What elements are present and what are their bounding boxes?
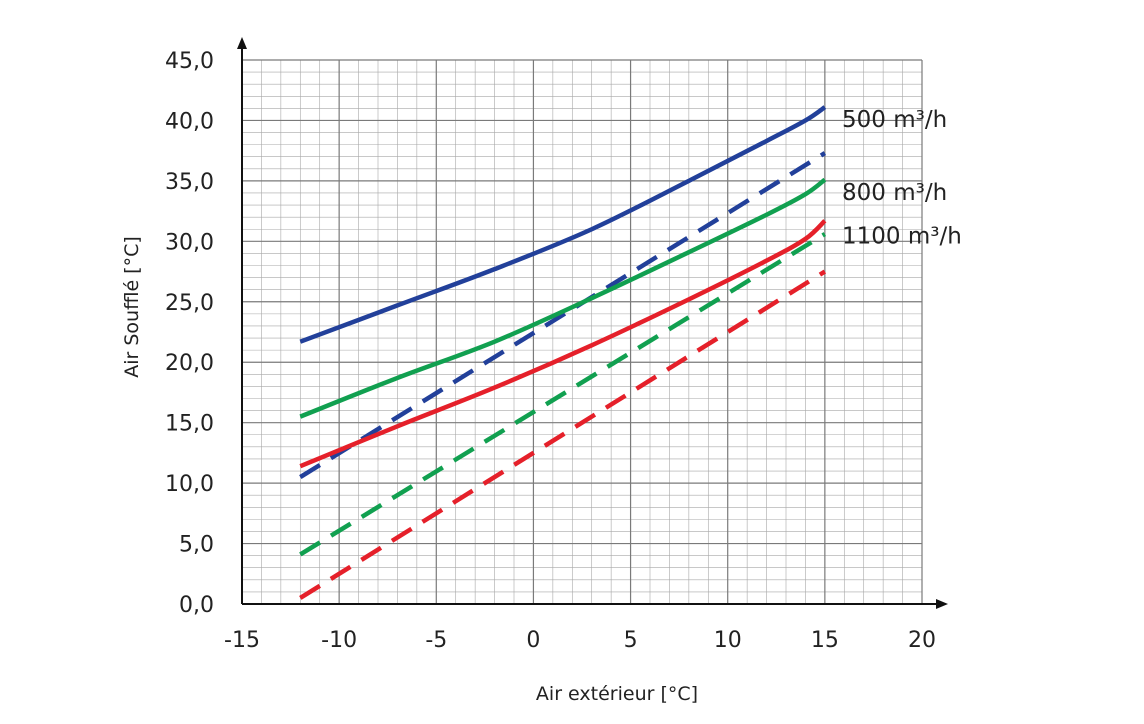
minor-grid [242, 60, 922, 604]
x-tick-label: 0 [526, 628, 540, 653]
y-tick-label: 20,0 [165, 351, 214, 376]
x-tick-label: 15 [811, 628, 839, 653]
tick-labels: -15 -10 -5 0 5 10 15 20 0,0 5,0 10,0 15,0 20,0 25,0 30… [165, 49, 936, 653]
series-line-3-solid [299, 177, 827, 419]
x-tick-label: 20 [908, 628, 936, 653]
x-axis-arrow [936, 599, 948, 609]
series-line-2-dashed [299, 151, 827, 479]
axes [237, 37, 948, 609]
legend-label: 1100 m³/h [842, 223, 962, 249]
y-tick-label: 0,0 [179, 593, 214, 618]
x-tick-label: 5 [624, 628, 638, 653]
legend: 500 m³/h 800 m³/h 1100 m³/h [842, 107, 962, 249]
y-tick-label: 40,0 [165, 109, 214, 134]
legend-label: 500 m³/h [842, 107, 947, 133]
y-tick-label: 5,0 [179, 533, 214, 558]
y-axis-arrow [237, 37, 247, 49]
series-line-5-solid [299, 219, 827, 469]
series-line-4-dashed [299, 232, 827, 557]
series-line-1-solid [299, 105, 827, 344]
y-tick-label: 35,0 [165, 170, 214, 195]
x-tick-label: -10 [321, 628, 357, 653]
x-tick-label: -5 [425, 628, 447, 653]
x-tick-label: -15 [224, 628, 260, 653]
y-tick-label: 15,0 [165, 412, 214, 437]
major-grid [241, 59, 923, 605]
y-tick-label: 45,0 [165, 49, 214, 74]
y-tick-label: 30,0 [165, 230, 214, 255]
y-tick-label: 25,0 [165, 291, 214, 316]
legend-label: 800 m³/h [842, 180, 947, 206]
series-layer [299, 105, 827, 600]
x-axis-title: Air extérieur [°C] [536, 683, 698, 705]
y-axis-title: Air Soufflé [°C] [121, 236, 143, 378]
x-tick-label: 10 [714, 628, 742, 653]
y-tick-label: 10,0 [165, 472, 214, 497]
series-line-6-dashed [299, 269, 827, 600]
